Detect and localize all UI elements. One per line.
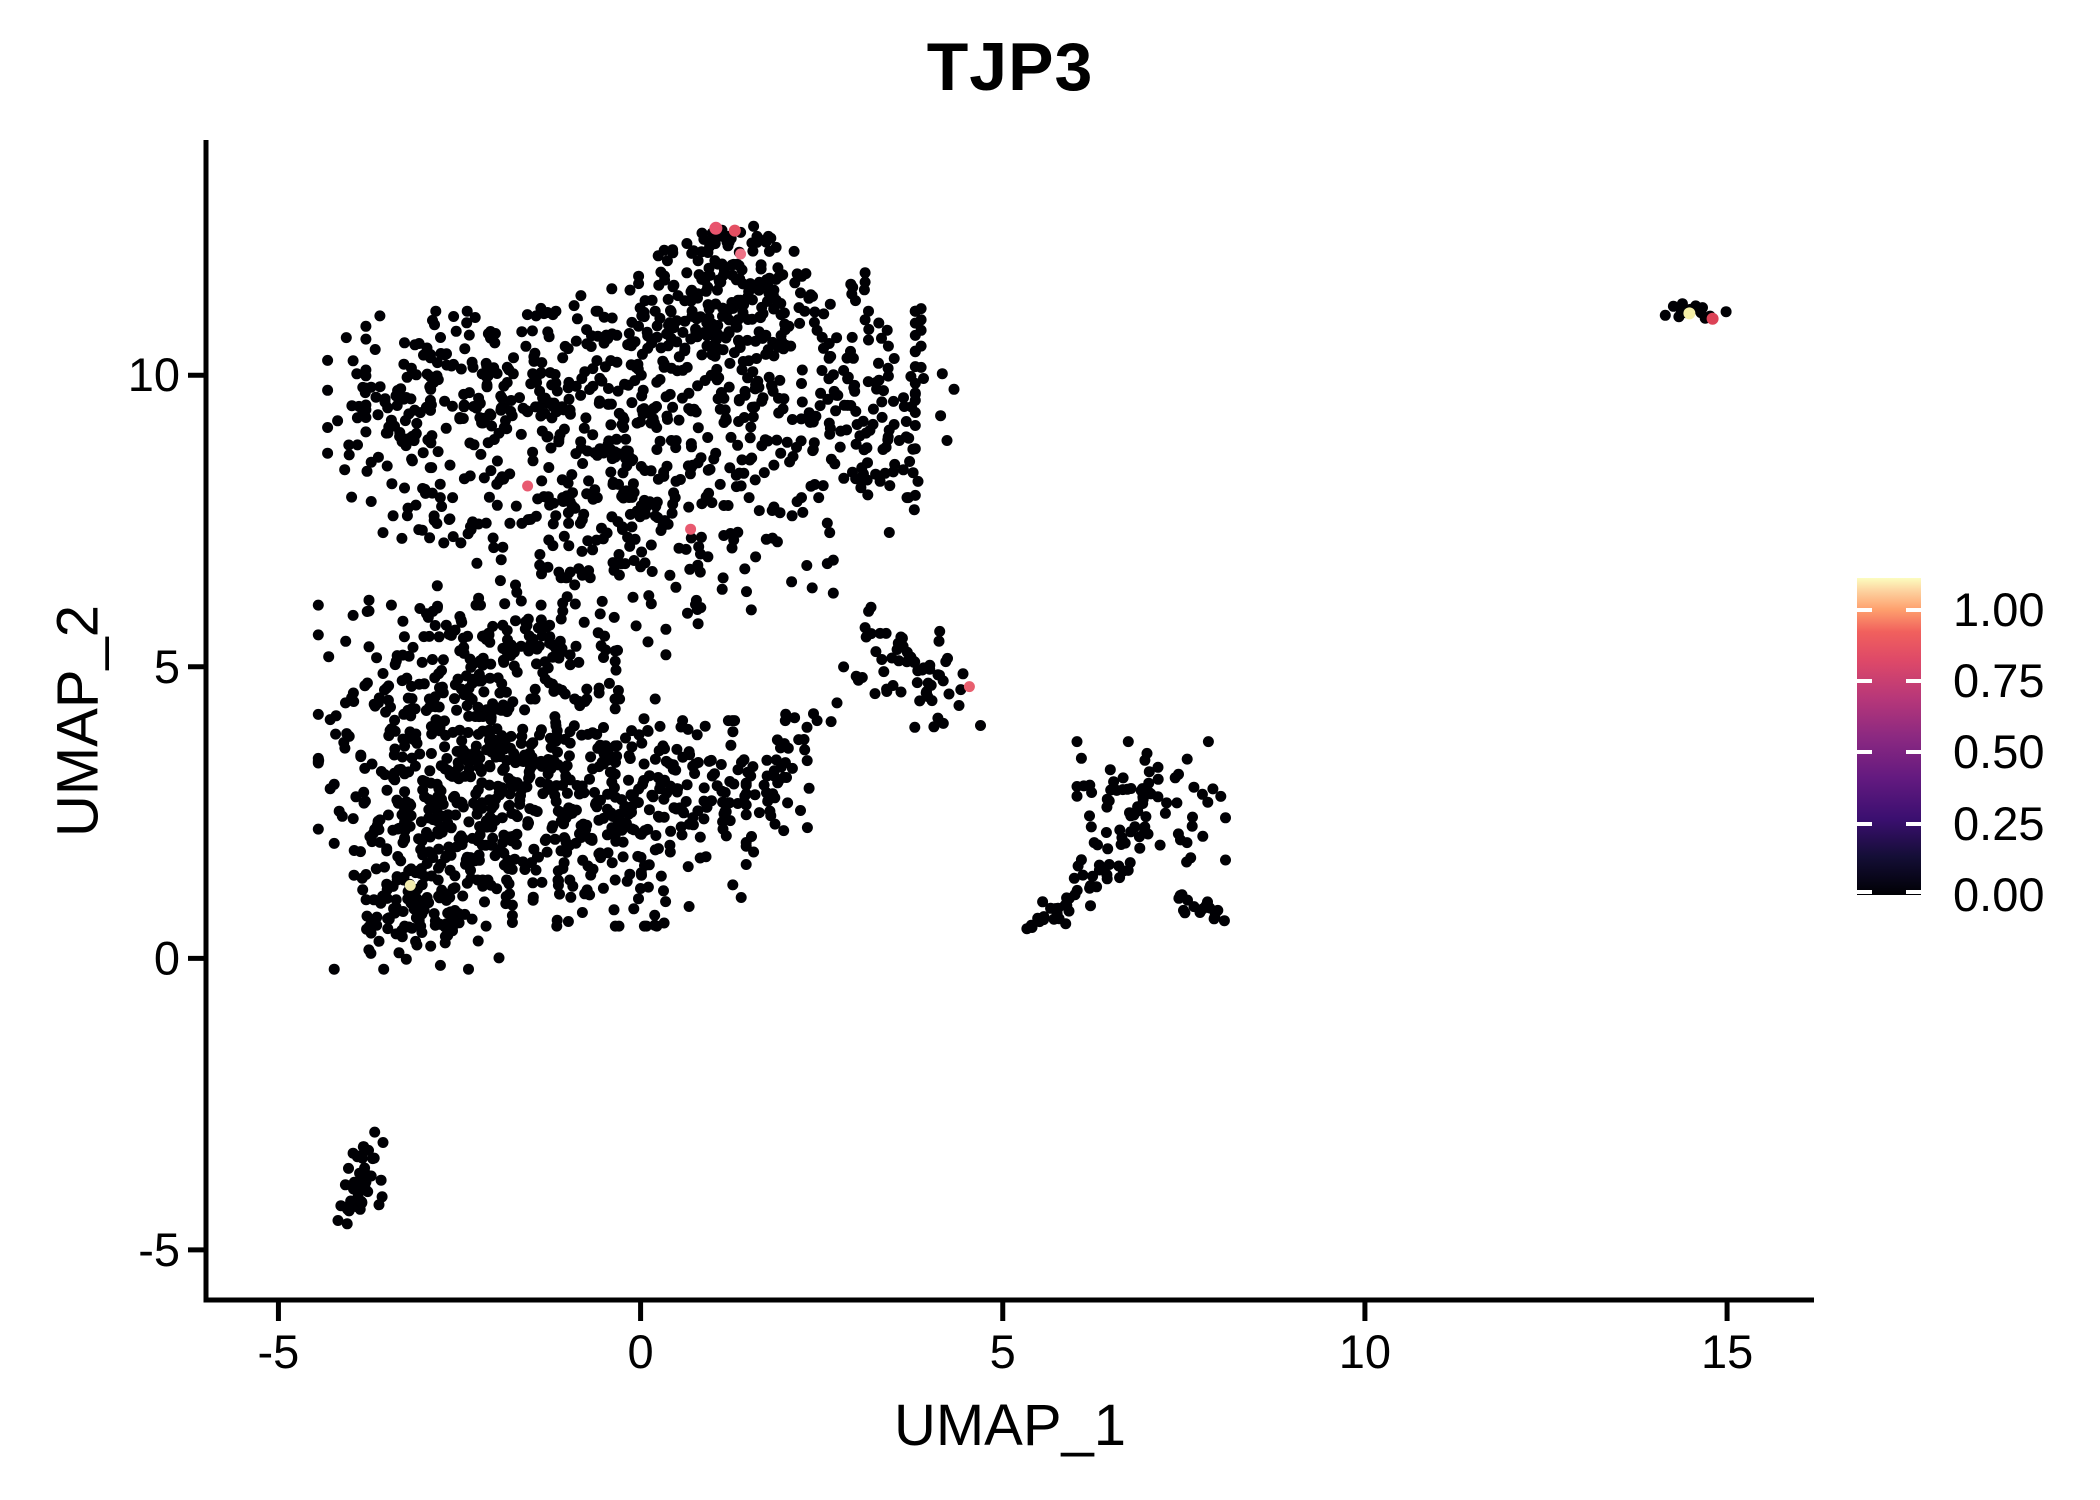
- x-tick-label: 5: [990, 1325, 1016, 1378]
- y-tick-label: -5: [138, 1223, 180, 1276]
- y-tick-label: 10: [128, 348, 180, 401]
- colorbar-tick-label: 1.00: [1953, 582, 2045, 636]
- y-tick-label: 0: [154, 931, 180, 984]
- colorbar: 1.00 0.75 0.50 0.25 0.00: [1857, 578, 2044, 921]
- highlight-point: [709, 221, 723, 235]
- colorbar-tick-label: 0.00: [1953, 868, 2045, 921]
- colorbar-tick-mark: [1857, 679, 1872, 684]
- colorbar-tick-label: 0.50: [1953, 725, 2045, 779]
- plot-title: TJP3: [926, 29, 1094, 105]
- highlight-point: [685, 523, 697, 535]
- colorbar-tick-mark: [1857, 821, 1872, 826]
- highlight-point: [522, 480, 534, 492]
- colorbar-tick-label: 0.25: [1953, 796, 2045, 850]
- x-tick-label: -5: [258, 1325, 300, 1378]
- highlight-point: [1683, 307, 1696, 320]
- highlight-point: [728, 224, 741, 237]
- highlight-point: [735, 248, 747, 260]
- colorbar-tick-mark: [1857, 890, 1872, 894]
- colorbar-tick-mark: [1906, 750, 1921, 755]
- colorbar-tick-label: 0.75: [1953, 654, 2045, 708]
- colorbar-tick-mark: [1906, 679, 1921, 684]
- x-tick-label: 0: [628, 1325, 654, 1378]
- colorbar-tick-mark: [1857, 607, 1872, 612]
- x-tick-label: 15: [1701, 1325, 1753, 1378]
- x-axis-title: UMAP_1: [893, 1393, 1127, 1458]
- scatter-points: [312, 220, 1732, 1230]
- colorbar-tick-mark: [1906, 607, 1921, 612]
- colorbar-tick-mark: [1906, 890, 1921, 894]
- axes: -5 0 5 10 15 -5 0 5 10: [128, 140, 1814, 1378]
- x-tick-label: 10: [1339, 1325, 1391, 1378]
- colorbar-tick-mark: [1857, 750, 1872, 755]
- colorbar-tick-mark: [1906, 821, 1921, 826]
- colorbar-gradient: [1857, 578, 1921, 895]
- highlight-point: [1706, 312, 1719, 325]
- y-axis-title: UMAP_2: [45, 604, 111, 838]
- highlight-point: [404, 879, 416, 891]
- highlight-point: [963, 681, 975, 693]
- y-tick-label: 5: [154, 640, 180, 693]
- highlight-points: [404, 221, 1719, 891]
